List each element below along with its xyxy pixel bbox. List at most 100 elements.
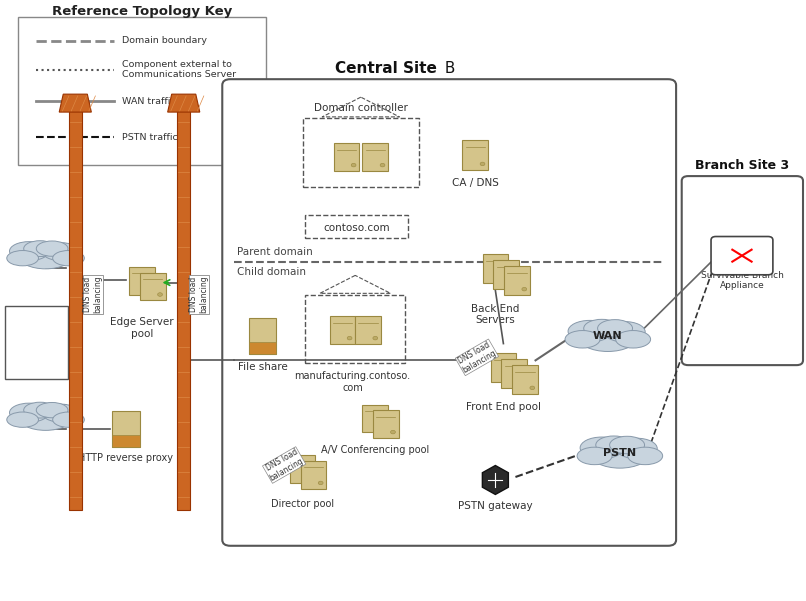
Ellipse shape [530,386,534,389]
Bar [177,109,190,510]
Ellipse shape [604,322,645,342]
Ellipse shape [10,242,49,261]
Text: HTTP reverse proxy: HTTP reverse proxy [78,453,173,463]
FancyBboxPatch shape [330,316,355,344]
Ellipse shape [347,337,352,340]
Ellipse shape [584,319,620,337]
Ellipse shape [580,437,624,459]
Ellipse shape [10,403,49,422]
Ellipse shape [52,412,85,427]
Ellipse shape [373,337,378,340]
Ellipse shape [596,436,632,454]
Ellipse shape [380,424,384,428]
Text: A/V Conferencing pool: A/V Conferencing pool [321,445,429,456]
Text: CA / DNS: CA / DNS [452,178,499,188]
FancyBboxPatch shape [19,17,266,165]
FancyBboxPatch shape [711,237,773,275]
Text: Child domain: Child domain [237,267,305,276]
FancyBboxPatch shape [5,306,69,379]
Ellipse shape [568,320,612,342]
FancyBboxPatch shape [112,435,139,447]
Text: Exchange
Service
Provider: Exchange Service Provider [13,326,60,359]
Ellipse shape [36,241,68,256]
Ellipse shape [158,293,163,296]
Ellipse shape [6,251,39,266]
FancyBboxPatch shape [334,143,359,171]
Text: B: B [440,61,455,76]
FancyBboxPatch shape [363,143,388,171]
Text: DNS load
balancing: DNS load balancing [263,447,305,483]
Text: contoso.com: contoso.com [323,223,390,233]
Text: Back End
Servers: Back End Servers [472,304,520,325]
Ellipse shape [628,447,663,465]
Ellipse shape [19,242,73,269]
Ellipse shape [380,163,385,167]
Text: Reference Topology Key: Reference Topology Key [52,5,232,18]
Text: PSTN traffic: PSTN traffic [122,133,177,142]
Ellipse shape [617,438,657,459]
Ellipse shape [519,380,524,383]
Ellipse shape [391,430,396,434]
Bar [305,215,408,238]
Ellipse shape [501,275,505,279]
FancyBboxPatch shape [249,342,276,355]
Text: Edge Server
pool: Edge Server pool [110,317,174,339]
Text: File share: File share [238,362,287,371]
Ellipse shape [6,412,39,427]
Text: Domain controller: Domain controller [314,103,408,113]
FancyBboxPatch shape [140,273,166,300]
FancyBboxPatch shape [373,410,399,438]
Ellipse shape [521,287,526,291]
Text: Component external to
Communications Server: Component external to Communications Ser… [122,60,236,79]
Polygon shape [168,94,200,112]
Text: Branch Site 3: Branch Site 3 [695,159,789,172]
Ellipse shape [19,404,73,430]
FancyBboxPatch shape [501,359,527,388]
Text: Domain boundary: Domain boundary [122,37,207,46]
Text: PSTN gateway: PSTN gateway [458,501,533,511]
Ellipse shape [609,436,645,454]
Text: Front End pool: Front End pool [466,402,541,412]
Ellipse shape [616,331,650,348]
FancyBboxPatch shape [483,254,509,283]
Ellipse shape [480,162,485,166]
Text: manufacturing.contoso.
com: manufacturing.contoso. com [294,371,410,392]
Ellipse shape [23,402,56,418]
FancyBboxPatch shape [112,411,139,447]
FancyBboxPatch shape [491,353,517,382]
Ellipse shape [52,251,85,266]
Text: Director pool: Director pool [271,499,334,509]
FancyBboxPatch shape [362,404,388,432]
Polygon shape [482,466,509,495]
FancyBboxPatch shape [513,365,538,394]
Ellipse shape [590,438,650,468]
FancyBboxPatch shape [493,260,519,289]
Ellipse shape [147,287,152,290]
Text: DNS load
balancing: DNS load balancing [189,276,209,313]
Bar [305,294,405,364]
Ellipse shape [578,322,638,352]
Bar [302,118,419,187]
FancyBboxPatch shape [463,140,488,170]
FancyBboxPatch shape [301,461,326,489]
Ellipse shape [351,163,356,167]
FancyBboxPatch shape [289,456,315,483]
Text: PSTN: PSTN [604,448,637,458]
Ellipse shape [42,404,80,422]
Ellipse shape [577,447,612,465]
FancyBboxPatch shape [355,316,381,344]
Ellipse shape [23,241,56,257]
Text: Parent domain: Parent domain [237,248,313,257]
Text: DNS load
balancing: DNS load balancing [455,340,498,375]
FancyBboxPatch shape [129,267,155,294]
Text: Survivable Branch
Appliance: Survivable Branch Appliance [700,270,783,290]
Polygon shape [59,94,91,112]
Text: WAN traffic: WAN traffic [122,97,176,106]
FancyBboxPatch shape [222,79,676,546]
Text: Central Site: Central Site [334,61,437,76]
Ellipse shape [307,475,312,479]
FancyBboxPatch shape [505,266,530,295]
Ellipse shape [318,481,323,485]
Bar [69,109,81,510]
Ellipse shape [36,403,68,418]
